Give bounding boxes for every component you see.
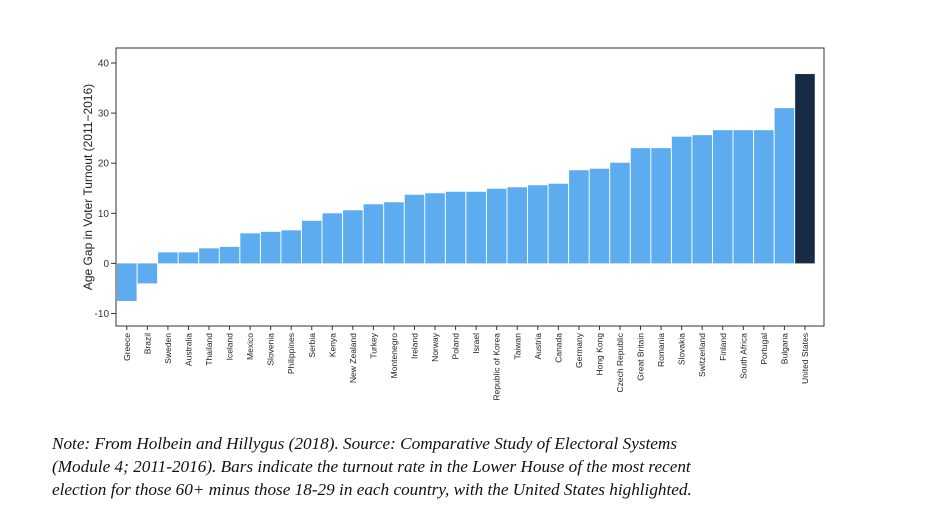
bar-mexico: [240, 233, 260, 264]
bar-new-zealand: [343, 210, 363, 264]
caption-line: election for those 60+ minus those 18-29…: [52, 480, 692, 499]
x-tick-label: Philippines: [286, 333, 296, 374]
x-tick-label: Slovenia: [266, 333, 276, 366]
x-tick-label: Israel: [471, 333, 481, 354]
plot-frame: [115, 47, 825, 327]
x-tick-label: Finland: [718, 333, 728, 361]
x-tick-label: Australia: [183, 333, 193, 366]
x-tick-label: Turkey: [368, 332, 378, 358]
bar-slovakia: [671, 136, 692, 264]
bar-greece: [117, 263, 137, 301]
x-tick-label: Romania: [656, 333, 666, 367]
x-tick-label: Slovakia: [677, 333, 687, 365]
bar-thailand: [199, 248, 219, 264]
bar-turkey: [363, 204, 384, 264]
bar-republic-of-korea: [486, 188, 507, 264]
x-tick-label: Serbia: [307, 333, 317, 358]
bar-philippines: [281, 230, 301, 264]
x-tick-label: Switzerland: [697, 333, 707, 377]
bar-slovenia: [260, 231, 281, 264]
y-tick-label: 30: [98, 109, 110, 120]
bar-switzerland: [692, 135, 712, 264]
caption-line: Note: From Holbein and Hillygus (2018). …: [52, 434, 678, 453]
x-tick-label: Norway: [430, 332, 440, 362]
x-tick-label: Ireland: [410, 333, 420, 359]
bar-poland: [445, 191, 466, 264]
x-tick-label: Austria: [533, 333, 543, 360]
bar-ireland: [404, 194, 425, 264]
x-tick-label: Taiwan: [512, 333, 522, 360]
bar-united-states: [795, 74, 815, 264]
y-tick-label: 0: [103, 259, 109, 270]
bars: [117, 74, 815, 301]
x-tick-label: Great Britain: [636, 333, 646, 381]
y-tick-label: 20: [98, 159, 110, 170]
y-tick-label: 10: [98, 209, 110, 220]
y-axis-title: Age Gap in Voter Turnout (2011−2016): [81, 84, 95, 290]
x-tick-label: Germany: [574, 332, 584, 368]
bar-bulgaria: [774, 108, 795, 264]
bar-germany: [569, 170, 589, 264]
x-tick-label: United States: [800, 333, 810, 384]
bar-kenya: [322, 213, 343, 264]
x-tick-label: Kenya: [327, 333, 337, 357]
x-tick-label: Thailand: [204, 333, 214, 366]
bar-iceland: [219, 246, 240, 264]
bar-norway: [425, 193, 445, 264]
x-tick-label: Czech Republic: [615, 332, 625, 392]
bar-south-africa: [733, 130, 754, 264]
bar-portugal: [754, 130, 774, 264]
x-tick-label: New Zealand: [348, 333, 358, 383]
bar-czech-republic: [610, 162, 630, 264]
figure-caption: Note: From Holbein and Hillygus (2018). …: [52, 432, 912, 501]
x-tick-label: Montenegro: [389, 333, 399, 379]
x-tick-label: Iceland: [225, 333, 235, 361]
x-tick-label: Republic of Korea: [492, 333, 502, 401]
x-tick-label: Hong Kong: [594, 333, 604, 376]
bar-brazil: [137, 263, 158, 284]
x-tick-label: Sweden: [163, 333, 173, 364]
bar-austria: [528, 185, 548, 264]
bar-serbia: [301, 220, 322, 264]
x-tick-label: Brazil: [142, 333, 152, 354]
x-tick-label: Bulgaria: [779, 333, 789, 364]
x-tick-label: Poland: [451, 333, 461, 360]
y-tick-label: -10: [95, 309, 110, 320]
x-axis-labels: Greece Brazil Sweden Australia Thailand Icela…: [122, 326, 810, 401]
bar-australia: [178, 252, 199, 264]
bar-taiwan: [507, 187, 528, 264]
x-tick-label: Mexico: [245, 333, 255, 360]
bar-great-britain: [630, 148, 651, 264]
bar-montenegro: [384, 202, 404, 264]
bar-chart: -10 0 10 20 30 40 Greece Brazil Sweden Australia…: [81, 47, 825, 401]
bar-hong-kong: [589, 168, 610, 264]
x-tick-label: Greece: [122, 333, 132, 361]
bar-sweden: [158, 252, 178, 264]
bar-israel: [466, 191, 486, 264]
x-tick-label: South Africa: [738, 333, 748, 379]
caption-line: (Module 4; 2011-2016). Bars indicate the…: [52, 457, 691, 476]
x-tick-label: Portugal: [759, 333, 769, 365]
y-axis: -10 0 10 20 30 40: [95, 59, 116, 320]
y-tick-label: 40: [98, 59, 110, 70]
bar-finland: [712, 130, 733, 264]
bar-romania: [651, 148, 671, 264]
x-tick-label: Canada: [553, 333, 563, 363]
bar-canada: [548, 183, 569, 264]
